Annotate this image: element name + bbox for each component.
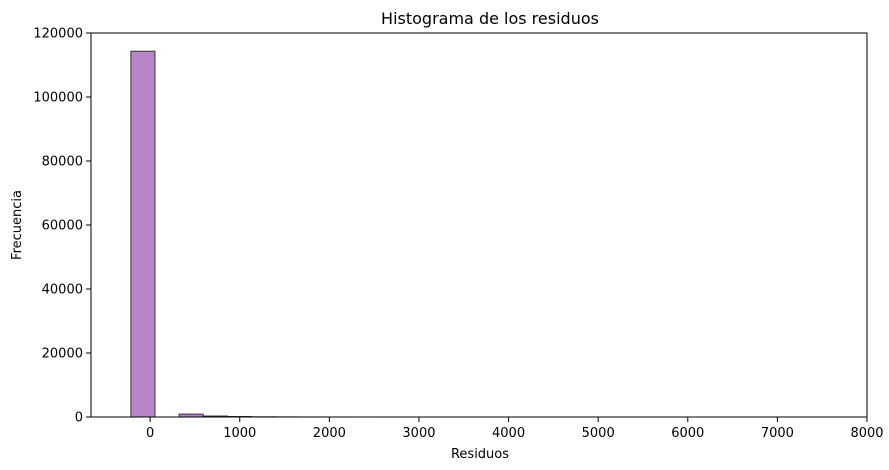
x-tick-label-7: 7000 [761,426,794,441]
y-tick-label-3: 60000 [42,219,83,234]
x-axis-label: Residuos [451,447,509,462]
x-tick-label-1: 1000 [223,426,256,441]
y-tick-label-2: 40000 [42,283,83,298]
y-tick-label-4: 80000 [42,155,83,170]
y-tick-label-1: 20000 [42,347,83,362]
x-tick-label-3: 3000 [402,426,435,441]
y-tick-label-6: 120000 [33,27,83,42]
chart-title: Histograma de los residuos [381,9,599,28]
y-axis-label: Frecuencia [10,190,25,260]
x-tick-label-4: 4000 [492,426,525,441]
plot-area [130,50,841,418]
x-tick-label-5: 5000 [582,426,615,441]
y-tick-label-0: 0 [75,411,83,426]
plot-frame [90,32,868,418]
x-tick-label-6: 6000 [671,426,704,441]
histogram-bar-0 [130,50,156,418]
x-tick-label-2: 2000 [313,426,346,441]
x-tick-label-8: 8000 [850,426,883,441]
y-tick-label-5: 100000 [33,91,83,106]
x-axis-ticks: 0 1000 2000 3000 4000 5000 6000 7000 8000 [146,417,884,441]
x-tick-label-0: 0 [146,426,154,441]
y-axis-ticks: 0 20000 40000 60000 80000 100000 120000 [33,27,91,426]
